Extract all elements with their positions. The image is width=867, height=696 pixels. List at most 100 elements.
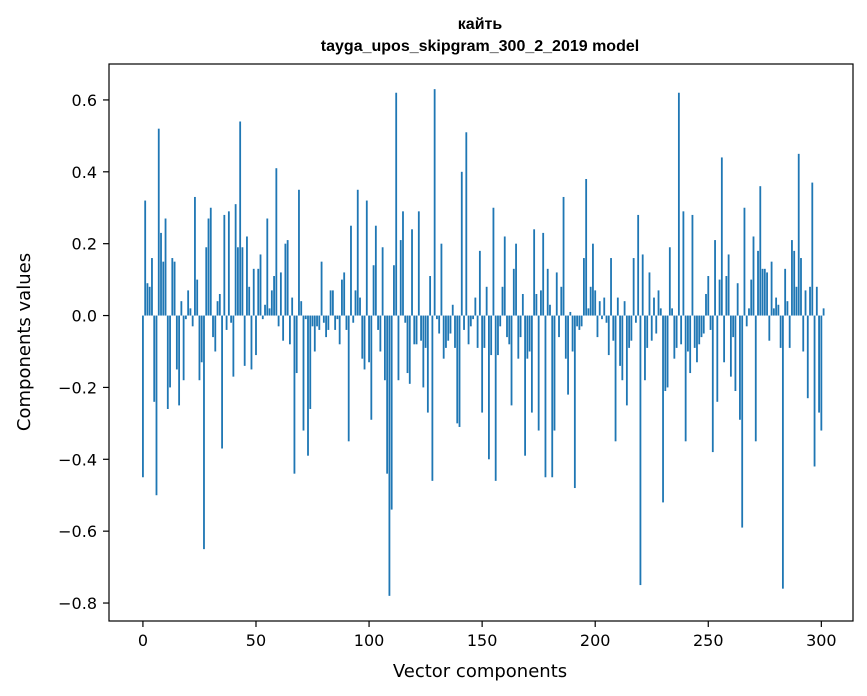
bar-116 <box>404 315 407 323</box>
bar-94 <box>354 290 357 316</box>
y-tick-label: 0.0 <box>72 307 97 326</box>
bar-29 <box>207 218 210 316</box>
bar-20 <box>187 290 190 316</box>
bar-264 <box>739 315 741 420</box>
bar-108 <box>386 315 389 474</box>
bar-195 <box>582 258 585 316</box>
bar-202 <box>598 301 601 316</box>
bar-30 <box>209 207 212 316</box>
bar-267 <box>745 315 748 327</box>
bar-31 <box>212 315 214 338</box>
bar-135 <box>447 315 450 341</box>
bar-228 <box>657 290 660 316</box>
bar-181 <box>551 315 554 478</box>
x-tick-label: 150 <box>467 631 498 650</box>
plot-frame <box>108 63 854 622</box>
bar-85 <box>334 315 337 330</box>
bar-140 <box>458 315 461 427</box>
bar-280 <box>775 297 778 316</box>
bar-237 <box>677 92 680 316</box>
bar-76 <box>313 315 316 352</box>
bar-119 <box>411 229 413 316</box>
bar-86 <box>336 315 339 320</box>
bar-240 <box>684 315 687 442</box>
bar-287 <box>791 240 793 316</box>
bar-263 <box>736 283 739 316</box>
bar-188 <box>567 315 569 395</box>
bar-19 <box>184 315 187 320</box>
bar-134 <box>445 315 447 348</box>
bar-289 <box>795 286 798 316</box>
bar-189 <box>569 311 572 316</box>
bar-296 <box>811 182 814 316</box>
y-tick-label: 0.6 <box>72 91 97 110</box>
bar-118 <box>408 315 411 384</box>
bar-238 <box>680 315 683 345</box>
bar-243 <box>691 214 694 316</box>
bar-224 <box>648 272 651 316</box>
bar-43 <box>239 121 242 316</box>
bar-96 <box>359 297 361 316</box>
bar-131 <box>438 315 441 334</box>
bar-27 <box>203 315 205 550</box>
bar-9 <box>162 261 165 316</box>
bar-241 <box>687 315 689 352</box>
bar-95 <box>356 189 359 316</box>
bar-268 <box>748 308 750 316</box>
bar-269 <box>750 279 753 316</box>
bar-283 <box>781 315 784 589</box>
bar-204 <box>603 297 606 316</box>
bar-299 <box>818 315 820 413</box>
bar-271 <box>754 315 757 442</box>
bar-133 <box>442 315 445 359</box>
bar-10 <box>164 218 167 316</box>
bar-120 <box>413 315 416 345</box>
bar-215 <box>628 315 631 348</box>
bar-22 <box>191 315 194 327</box>
bar-193 <box>578 315 581 330</box>
bar-2 <box>146 283 149 316</box>
bar-187 <box>564 315 567 359</box>
bar-147 <box>474 297 477 316</box>
bar-34 <box>218 293 221 316</box>
bar-35 <box>221 315 223 449</box>
bar-143 <box>465 132 468 316</box>
bar-137 <box>451 304 454 316</box>
x-tick-label: 250 <box>693 631 724 650</box>
bar-11 <box>166 315 169 409</box>
bar-73 <box>307 315 309 456</box>
bar-129 <box>433 89 436 316</box>
bar-294 <box>806 315 809 399</box>
bar-231 <box>664 315 667 392</box>
bar-203 <box>601 315 603 320</box>
bar-221 <box>641 254 644 316</box>
bar-213 <box>623 301 626 316</box>
y-axis-label: Components values <box>14 253 35 431</box>
bar-78 <box>318 315 321 330</box>
bar-63 <box>284 243 287 316</box>
bar-54 <box>264 304 266 316</box>
bar-77 <box>316 315 318 327</box>
bar-291 <box>800 258 802 316</box>
bar-285 <box>786 301 789 316</box>
bar-210 <box>616 297 619 316</box>
bar-113 <box>397 315 400 381</box>
bar-36 <box>223 214 226 316</box>
bar-47 <box>248 286 251 316</box>
bar-148 <box>476 315 479 348</box>
bar-111 <box>393 265 395 316</box>
bar-247 <box>700 315 703 338</box>
bar-87 <box>338 315 341 345</box>
bar-185 <box>560 286 563 316</box>
bar-21 <box>189 308 192 316</box>
bar-163 <box>510 315 513 406</box>
bar-201 <box>596 315 599 338</box>
bar-14 <box>173 261 176 316</box>
bar-300 <box>820 315 823 431</box>
bar-233 <box>668 247 671 316</box>
bar-234 <box>671 308 673 316</box>
y-tick-label: −0.8 <box>58 594 97 613</box>
bar-226 <box>653 297 655 316</box>
bar-277 <box>768 315 771 341</box>
